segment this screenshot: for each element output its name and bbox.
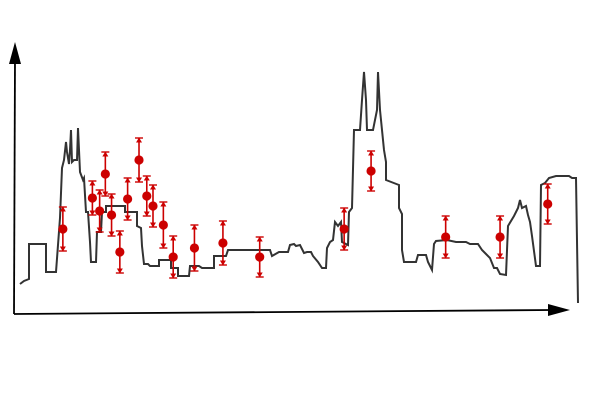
error-bar-point bbox=[495, 215, 505, 259]
error-bar-arrow-down bbox=[442, 253, 449, 259]
x-axis-line bbox=[13, 309, 553, 315]
error-bar-arrow-up bbox=[102, 151, 109, 157]
error-bar-arrow-down bbox=[96, 227, 103, 233]
error-bar-arrow-up bbox=[59, 206, 66, 212]
error-bar-point bbox=[87, 180, 97, 216]
data-point bbox=[148, 201, 158, 211]
data-point bbox=[339, 224, 349, 234]
data-point bbox=[189, 243, 200, 253]
x-axis-arrow bbox=[548, 304, 570, 316]
error-bar-arrow-up bbox=[89, 180, 96, 186]
error-bar-point bbox=[106, 193, 117, 237]
error-bar-point bbox=[123, 177, 133, 221]
data-point bbox=[168, 252, 178, 262]
y-axis-line bbox=[13, 57, 16, 315]
data-point bbox=[158, 220, 168, 230]
error-bar-point bbox=[339, 207, 349, 251]
error-bar-arrow-down bbox=[59, 246, 66, 252]
error-bar-arrow-down bbox=[143, 211, 150, 217]
error-bar-arrow-down bbox=[544, 219, 551, 225]
error-bar-arrow-up bbox=[368, 150, 375, 156]
error-bar-arrow-down bbox=[149, 222, 156, 228]
error-bar-arrow-up bbox=[497, 215, 504, 221]
error-bar-point bbox=[115, 230, 125, 274]
error-bar-arrow-down bbox=[170, 273, 177, 279]
error-bar-arrow-down bbox=[108, 231, 115, 237]
error-bar-point bbox=[100, 151, 110, 197]
error-bar-point bbox=[189, 224, 200, 272]
error-bar-arrow-down bbox=[368, 186, 375, 192]
data-point bbox=[106, 210, 117, 220]
error-bar-point bbox=[148, 184, 158, 228]
error-bar-arrow-down bbox=[191, 266, 198, 272]
data-point bbox=[366, 166, 376, 176]
error-bar-arrow-down bbox=[341, 245, 348, 251]
error-bar-point bbox=[543, 183, 553, 225]
error-bar-arrow-up bbox=[116, 230, 123, 236]
error-bar-arrow-up bbox=[256, 236, 263, 242]
error-bar-point bbox=[441, 215, 451, 259]
data-point bbox=[58, 224, 68, 234]
data-point bbox=[123, 194, 133, 204]
error-bar-point bbox=[168, 235, 178, 279]
error-bar-point bbox=[95, 189, 105, 233]
error-bar-arrow-up bbox=[341, 207, 348, 213]
data-point bbox=[134, 155, 144, 165]
error-bar-arrow-up bbox=[191, 224, 198, 230]
error-bar-arrow-down bbox=[256, 272, 263, 278]
error-bar-arrow-down bbox=[124, 215, 131, 221]
error-bar-arrow-down bbox=[219, 260, 226, 266]
data-point bbox=[142, 191, 152, 201]
data-point bbox=[115, 247, 125, 257]
error-bar-arrow-up bbox=[136, 137, 143, 143]
skyline-silhouette bbox=[19, 71, 579, 304]
error-bar-points bbox=[58, 137, 553, 279]
error-bar-arrow-up bbox=[143, 175, 150, 181]
error-bar-point bbox=[366, 150, 376, 192]
data-point bbox=[95, 206, 105, 216]
error-bar-arrow-down bbox=[116, 268, 123, 274]
data-point bbox=[100, 169, 110, 179]
error-bar-arrow-down bbox=[102, 191, 109, 197]
error-bar-arrow-up bbox=[160, 201, 167, 207]
error-bar-point bbox=[158, 201, 168, 249]
error-bar-arrow-down bbox=[160, 243, 167, 249]
error-bar-point bbox=[134, 137, 144, 183]
error-bar-point bbox=[218, 220, 228, 266]
error-bar-arrow-up bbox=[149, 184, 156, 190]
error-bar-arrow-up bbox=[544, 183, 551, 189]
error-bar-arrow-up bbox=[442, 215, 449, 221]
error-bar-arrow-up bbox=[108, 193, 115, 199]
data-point bbox=[495, 232, 505, 242]
error-bar-arrow-up bbox=[124, 177, 131, 183]
skyline-outline bbox=[19, 71, 579, 304]
error-bar-point bbox=[58, 206, 68, 252]
data-point bbox=[87, 193, 97, 203]
data-point bbox=[441, 232, 451, 242]
error-bar-point bbox=[255, 236, 265, 278]
data-point bbox=[543, 199, 553, 209]
error-bar-arrow-up bbox=[96, 189, 103, 195]
axes bbox=[9, 42, 570, 316]
error-bar-arrow-up bbox=[219, 220, 226, 226]
error-bar-arrow-down bbox=[136, 177, 143, 183]
data-point bbox=[255, 252, 265, 262]
error-bar-arrow-up bbox=[170, 235, 177, 241]
error-bar-arrow-down bbox=[89, 210, 96, 216]
error-bar-arrow-down bbox=[497, 253, 504, 259]
y-axis-arrow bbox=[9, 42, 21, 64]
data-point bbox=[218, 238, 228, 248]
error-bar-point bbox=[142, 175, 152, 217]
